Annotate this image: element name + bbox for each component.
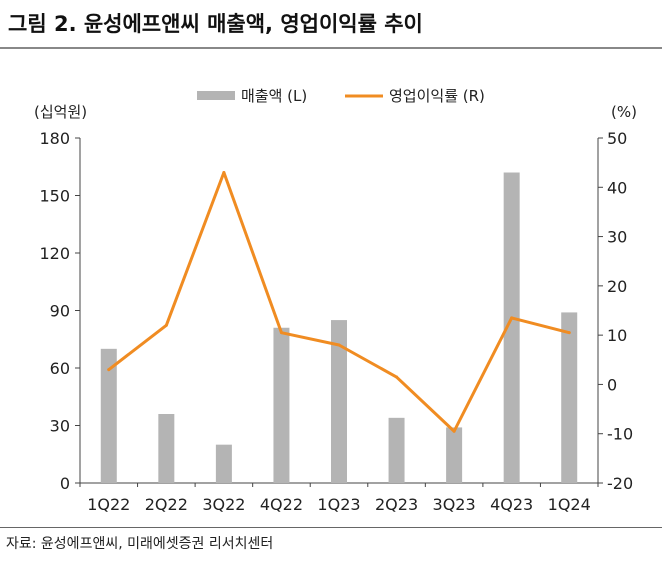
right-tick-label: -10 [607,425,633,444]
bar [331,320,347,483]
bar [561,312,578,483]
left-tick-label: 120 [39,244,70,263]
x-tick-label: 2Q23 [375,495,418,514]
legend-line-label: 영업이익률 (R) [389,87,485,105]
left-axis-title: (십억원) [34,103,87,121]
bar [503,172,520,483]
line-point [279,331,283,335]
right-tick-label: 30 [607,228,627,247]
chart-title: 그림 2. 윤성에프앤씨 매출액, 영업이익률 추이 [8,12,423,36]
x-tick-label: 2Q22 [145,495,188,514]
right-tick-label: 40 [607,178,627,197]
right-tick-label: 20 [607,277,627,296]
legend-bar-swatch [197,91,235,100]
left-tick-label: 30 [50,417,70,436]
line-point [452,429,456,433]
x-tick-label: 1Q23 [317,495,360,514]
x-tick-label: 4Q22 [260,495,303,514]
right-axis-title: (%) [611,103,637,121]
line-point [395,375,399,379]
left-tick-label: 90 [50,302,70,321]
line-point [567,331,571,335]
x-tick-label: 4Q23 [490,495,533,514]
bar [388,417,405,483]
line-point [337,343,341,347]
x-tick-label: 1Q24 [548,495,591,514]
x-tick-label: 1Q22 [87,495,130,514]
line-point [164,323,168,327]
title-divider [0,47,662,49]
x-tick-label: 3Q22 [202,495,245,514]
bar [215,444,232,483]
right-tick-label: 0 [607,375,617,394]
bar [100,348,117,483]
source-note: 자료: 윤성에프앤씨, 미래에셋증권 리서치센터 [6,536,274,552]
line-point [510,316,514,320]
legend-bar-label: 매출액 (L) [241,87,307,105]
left-tick-label: 0 [60,474,70,493]
right-tick-label: 50 [607,129,627,148]
source-divider [0,527,662,528]
bar [273,327,290,483]
x-tick-label: 3Q23 [433,495,476,514]
bar [158,414,175,483]
right-tick-label: -20 [607,474,633,493]
chart-area: 0 30 60 90 120 150 180 -20 -10 0 10 20 30 40 50 (십억원) (%… [34,87,637,514]
left-tick-label: 180 [39,129,70,148]
left-tick-label: 60 [50,359,70,378]
line-point [107,368,111,372]
right-tick-label: 10 [607,326,627,345]
bar [446,427,463,483]
left-tick-label: 150 [39,187,70,206]
line-point [222,171,226,174]
